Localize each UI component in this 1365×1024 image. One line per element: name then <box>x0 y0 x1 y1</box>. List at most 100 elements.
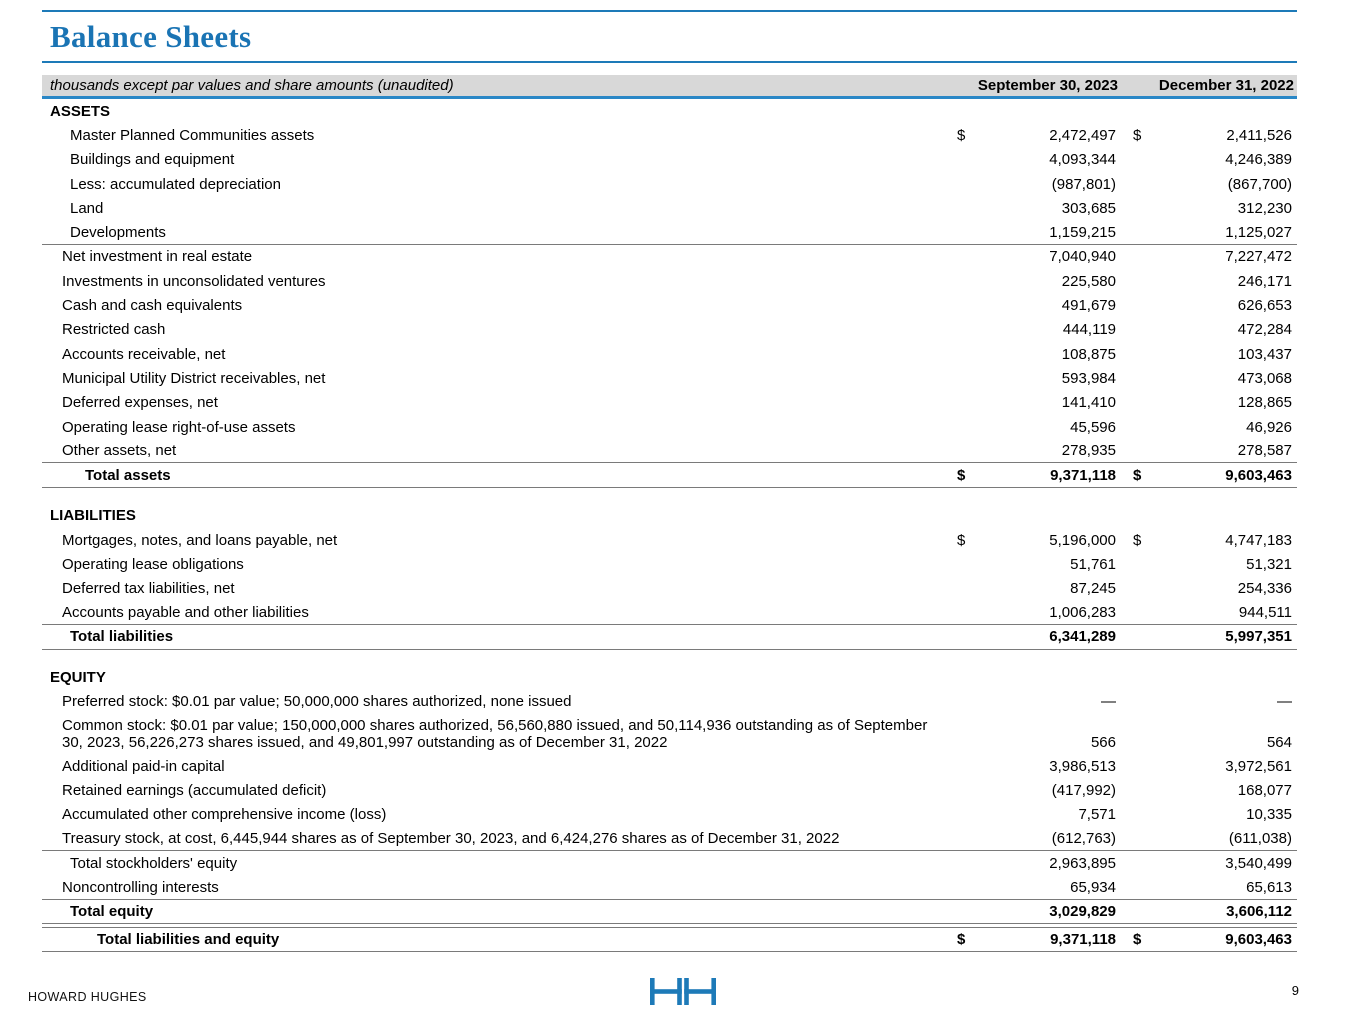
amount-cell-dec-2022: $4,747,183 <box>1132 528 1297 552</box>
amount-value: 626,653 <box>1237 297 1292 315</box>
amount-cell-dec-2022: — <box>1132 690 1297 714</box>
section-header-row: ASSETS <box>42 99 1297 123</box>
amount-cell-dec-2022: 3,972,561 <box>1132 754 1297 778</box>
table-row: Accounts receivable, net 108,875 103,437 <box>42 342 1297 366</box>
dollar-sign: $ <box>1133 930 1142 948</box>
table-row: Accounts payable and other liabilities 1,… <box>42 601 1297 626</box>
row-label: Total equity <box>70 903 154 921</box>
amount-cell-sep-2023: 108,875 <box>956 342 1121 366</box>
dollar-sign: $ <box>1133 531 1142 549</box>
page-title: Balance Sheets <box>50 19 252 54</box>
table-row: Total equity 3,029,829 3,606,112 <box>42 900 1297 925</box>
table-row: Total stockholders' equity 2,963,895 3,540… <box>42 851 1297 875</box>
amount-cell-sep-2023: 1,159,215 <box>956 220 1121 243</box>
column-header-sep-30-2023: September 30, 2023 <box>977 77 1118 94</box>
amount-value: 7,227,472 <box>1225 248 1292 266</box>
amount-cell-dec-2022: 7,227,472 <box>1132 245 1297 269</box>
balance-sheet-table: ASSETS Master Planned Communities assets $… <box>42 99 1297 952</box>
amount-cell-dec-2022: 626,653 <box>1132 293 1297 317</box>
row-label: Master Planned Communities assets <box>70 126 315 144</box>
amount-value: 3,029,829 <box>1049 903 1116 921</box>
amount-value: — <box>1277 693 1292 711</box>
amount-cell-dec-2022: 10,335 <box>1132 803 1297 827</box>
amount-cell-dec-2022: 472,284 <box>1132 318 1297 342</box>
section-spacer <box>42 488 1297 504</box>
row-label: Noncontrolling interests <box>62 878 219 896</box>
amount-value: 312,230 <box>1237 199 1292 217</box>
amount-value: 108,875 <box>1061 345 1116 363</box>
amount-value: 593,984 <box>1061 369 1116 387</box>
table-row: Total liabilities 6,341,289 5,997,351 <box>42 625 1297 650</box>
amount-cell-dec-2022: 944,511 <box>1132 601 1297 624</box>
row-label: Total stockholders' equity <box>70 854 238 872</box>
section-spacer <box>42 650 1297 666</box>
amount-value: 3,972,561 <box>1225 757 1292 775</box>
amount-value: 128,865 <box>1237 394 1292 412</box>
row-label: Buildings and equipment <box>70 151 235 169</box>
amount-cell-sep-2023: 593,984 <box>956 366 1121 390</box>
document-content: Balance Sheets thousands except par valu… <box>42 10 1297 952</box>
amount-value: 46,926 <box>1246 418 1292 436</box>
amount-value: 4,246,389 <box>1225 151 1292 169</box>
amount-value: 5,196,000 <box>1049 531 1116 549</box>
dollar-sign: $ <box>957 930 966 948</box>
amount-cell-sep-2023: 444,119 <box>956 318 1121 342</box>
table-row: Accumulated other comprehensive income (… <box>42 803 1297 827</box>
row-label: Treasury stock, at cost, 6,445,944 share… <box>62 830 840 848</box>
amount-cell-sep-2023: 566 <box>956 714 1121 751</box>
amount-value: 168,077 <box>1237 782 1292 800</box>
row-label: Common stock: $0.01 par value; 150,000,0… <box>62 717 928 751</box>
row-label: Investments in unconsolidated ventures <box>62 272 326 290</box>
row-label: Total assets <box>85 466 171 484</box>
amount-cell-sep-2023: 141,410 <box>956 391 1121 415</box>
table-row: Net investment in real estate 7,040,940 7,… <box>42 245 1297 269</box>
amount-cell-dec-2022: 5,997,351 <box>1132 625 1297 648</box>
table-row: Noncontrolling interests 65,934 65,613 <box>42 876 1297 900</box>
amount-value: 944,511 <box>1238 604 1292 622</box>
amount-cell-sep-2023: 65,934 <box>956 876 1121 899</box>
amount-cell-dec-2022: 473,068 <box>1132 366 1297 390</box>
amount-value: 473,068 <box>1237 369 1292 387</box>
dollar-sign: $ <box>957 126 966 144</box>
amount-cell-sep-2023: 303,685 <box>956 196 1121 220</box>
amount-cell-sep-2023: 2,963,895 <box>956 851 1121 875</box>
row-label: Land <box>70 199 104 217</box>
amount-value: 1,159,215 <box>1049 223 1116 241</box>
row-label: Accumulated other comprehensive income (… <box>62 806 387 824</box>
units-note: thousands except par values and share am… <box>50 77 454 94</box>
table-row: Land 303,685 312,230 <box>42 196 1297 220</box>
row-label: Preferred stock: $0.01 par value; 50,000… <box>62 693 572 711</box>
amount-value: (987,801) <box>1051 175 1116 193</box>
row-label: Total liabilities <box>70 628 174 646</box>
table-row: Other assets, net 278,935 278,587 <box>42 439 1297 464</box>
amount-cell-sep-2023: 491,679 <box>956 293 1121 317</box>
table-row: Common stock: $0.01 par value; 150,000,0… <box>42 714 1297 754</box>
table-row: Investments in unconsolidated ventures 22… <box>42 269 1297 293</box>
amount-cell-sep-2023: 7,040,940 <box>956 245 1121 269</box>
row-label: Cash and cash equivalents <box>62 297 243 315</box>
row-label: Less: accumulated depreciation <box>70 175 281 193</box>
table-row: Cash and cash equivalents 491,679 626,653 <box>42 293 1297 317</box>
amount-value: 141,410 <box>1061 394 1116 412</box>
amount-value: 103,437 <box>1237 345 1292 363</box>
table-row: Master Planned Communities assets $2,472,… <box>42 123 1297 147</box>
section-title: EQUITY <box>50 669 106 687</box>
amount-value: 4,093,344 <box>1049 151 1116 169</box>
amount-value: 303,685 <box>1061 199 1116 217</box>
amount-cell-sep-2023: (417,992) <box>956 778 1121 802</box>
amount-cell-sep-2023: 3,029,829 <box>956 900 1121 923</box>
amount-cell-sep-2023: 51,761 <box>956 552 1121 576</box>
amount-cell-dec-2022: 3,606,112 <box>1132 900 1297 923</box>
amount-value: 3,986,513 <box>1049 757 1116 775</box>
table-row: Total liabilities and equity $9,371,118 $9… <box>42 927 1297 952</box>
row-label: Accounts payable and other liabilities <box>62 604 309 622</box>
amount-value: 87,245 <box>1070 580 1116 598</box>
amount-cell-sep-2023: 7,571 <box>956 803 1121 827</box>
row-label: Retained earnings (accumulated deficit) <box>62 782 327 800</box>
page-number: 9 <box>1291 983 1299 998</box>
title-divider <box>42 61 1297 63</box>
section-header-row: LIABILITIES <box>42 504 1297 528</box>
row-label: Operating lease right-of-use assets <box>62 418 296 436</box>
amount-cell-dec-2022: 65,613 <box>1132 876 1297 899</box>
amount-cell-sep-2023: (612,763) <box>956 827 1121 850</box>
